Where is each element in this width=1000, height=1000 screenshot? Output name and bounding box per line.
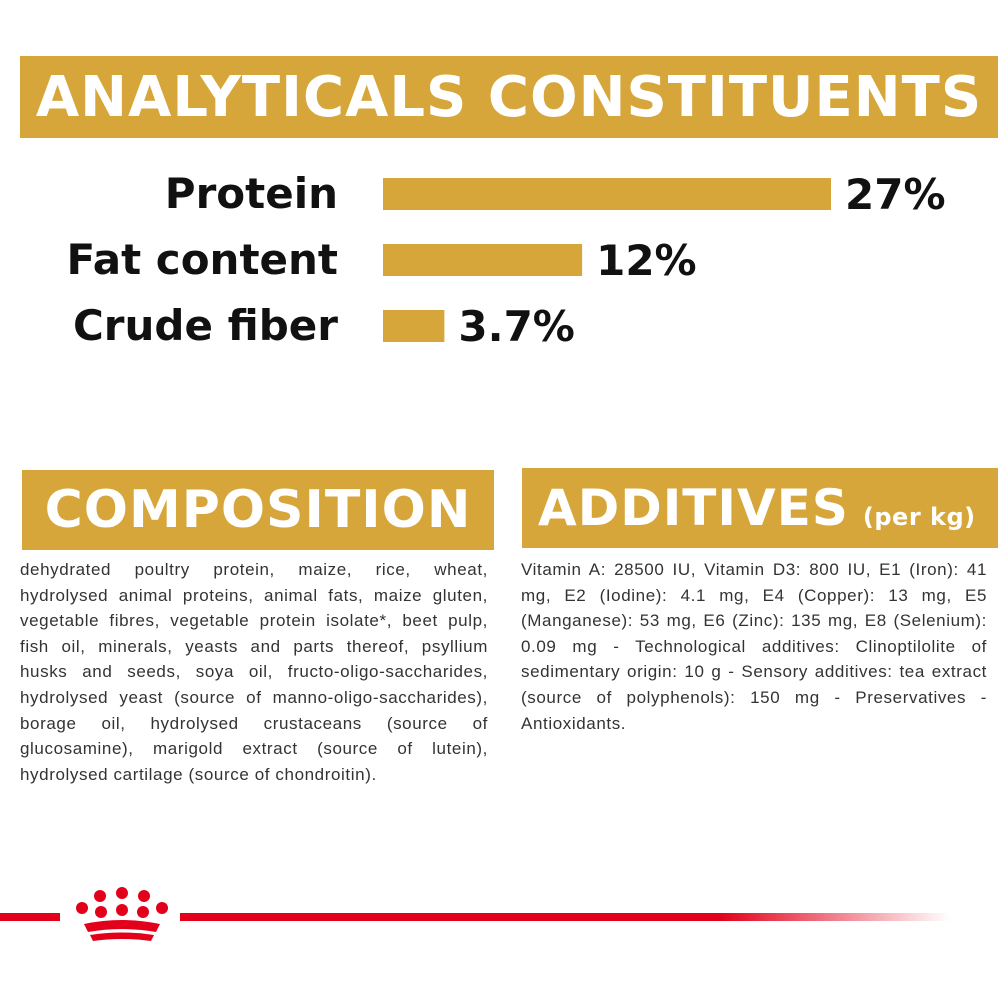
category-label: Protein bbox=[165, 169, 338, 218]
footer-red-line-right bbox=[180, 913, 950, 921]
nutrient-bar-chart: Protein 27% Fat content 12% Crude fiber 3.7% bbox=[67, 169, 946, 351]
additives-text: Vitamin A: 28500 IU, Vitamin D3: 800 IU,… bbox=[521, 560, 987, 733]
bar-fat-content bbox=[383, 244, 583, 276]
value-label: 12% bbox=[596, 236, 697, 285]
additives-title-suffix: (per kg) bbox=[862, 503, 976, 531]
category-label: Crude fiber bbox=[73, 301, 338, 350]
category-label: Fat content bbox=[67, 235, 338, 284]
analytics-title: ANALYTICALS CONSTITUENTS bbox=[35, 64, 983, 130]
value-label: 3.7% bbox=[458, 302, 574, 351]
composition-text: dehydrated poultry protein, maize, rice,… bbox=[20, 560, 488, 784]
bar-crude-fiber bbox=[383, 310, 445, 342]
additives-banner: ADDITIVES (per kg) bbox=[522, 468, 998, 548]
analytics-banner: ANALYTICALS CONSTITUENTS bbox=[20, 56, 998, 138]
bar-protein bbox=[383, 178, 831, 210]
composition-banner: COMPOSITION bbox=[22, 470, 494, 550]
footer-red-line-left bbox=[0, 913, 60, 921]
value-label: 27% bbox=[845, 170, 946, 219]
composition-title: COMPOSITION bbox=[44, 480, 472, 540]
royal-canin-crown-icon bbox=[76, 887, 168, 941]
additives-title: ADDITIVES bbox=[538, 479, 849, 537]
